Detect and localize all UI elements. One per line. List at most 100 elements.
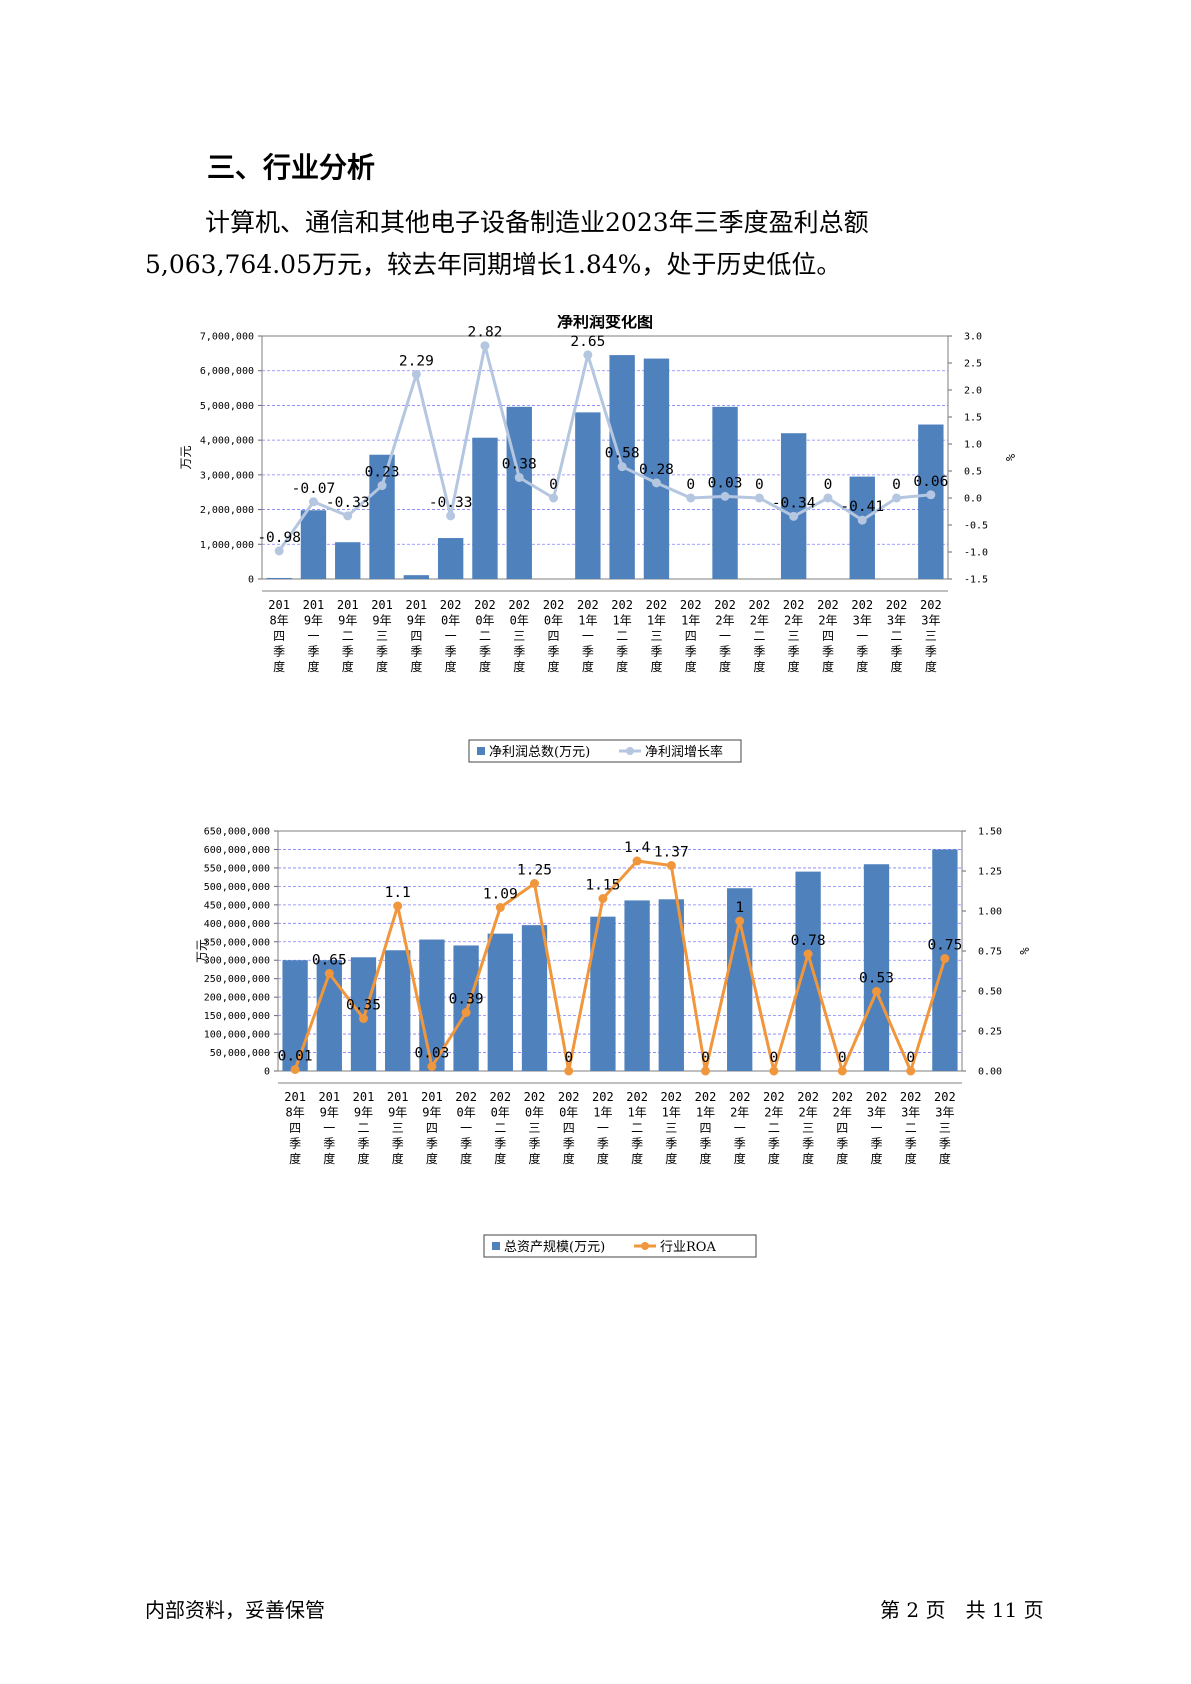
series-line: [293, 859, 947, 1073]
y2-tick-label: 1.50: [978, 827, 1002, 838]
data-label: 0.06: [913, 474, 948, 490]
section-heading: 三、行业分析: [207, 151, 376, 184]
x-tick-label: 202 0年四季度: [543, 598, 565, 674]
data-label: 0.53: [859, 971, 894, 987]
x-tick-label: 202 1年四季度: [695, 1090, 717, 1166]
x-tick-label: 202 2年三季度: [783, 598, 805, 674]
line-point: [598, 894, 608, 903]
y-axis-title: 万元: [179, 445, 193, 469]
legend-line-label: 净利润增长率: [645, 744, 723, 760]
x-tick-label: 202 2年二季度: [763, 1090, 785, 1166]
data-label: 0: [838, 1050, 847, 1066]
bar: [795, 871, 821, 1071]
y-axis-title: 万元: [195, 939, 209, 963]
data-label: -0.41: [840, 499, 884, 515]
x-tick-label: 201 9年四季度: [421, 1090, 443, 1166]
x-tick-label: 202 1年三季度: [646, 598, 668, 674]
y-tick-label: 150,000,000: [204, 1011, 270, 1022]
line-point: [632, 856, 642, 866]
x-tick-label: 202 1年二季度: [611, 598, 633, 674]
x-tick-label: 202 1年二季度: [626, 1090, 648, 1166]
y2-tick-label: 0.5: [964, 467, 982, 478]
x-tick-label: 201 9年一季度: [303, 598, 325, 674]
x-tick-label: 202 0年一季度: [455, 1090, 477, 1166]
bar: [403, 575, 430, 579]
data-label: 0.23: [365, 465, 400, 481]
data-label: 0.03: [414, 1046, 449, 1062]
data-label: 0.01: [278, 1049, 313, 1065]
data-label: 0.65: [312, 953, 347, 969]
y-tick-label: 500,000,000: [204, 882, 270, 893]
x-tick-label: 202 0年二季度: [474, 598, 496, 674]
y2-tick-label: 1.00: [978, 907, 1002, 918]
data-label: 2.65: [570, 334, 605, 350]
bar: [643, 358, 670, 579]
data-label: -0.33: [429, 495, 473, 511]
bar: [335, 542, 361, 579]
line-point: [290, 1065, 300, 1074]
y2-tick-label: 2.0: [964, 386, 982, 397]
legend-line-marker: [641, 1242, 649, 1250]
x-tick-label: 201 9年二季度: [353, 1090, 375, 1166]
data-label: 0: [755, 477, 764, 493]
bar: [575, 412, 601, 579]
y2-tick-label: -1.5: [964, 575, 988, 586]
y-tick-label: 2,000,000: [200, 505, 254, 516]
y2-tick-label: 0.50: [978, 987, 1002, 998]
bar: [780, 433, 807, 579]
bar: [300, 510, 327, 579]
line-point: [446, 511, 456, 521]
data-label: 0.38: [502, 456, 537, 472]
x-tick-label: 202 2年二季度: [749, 598, 771, 674]
data-label: 0: [906, 1050, 915, 1066]
bar: [521, 925, 548, 1071]
data-label: 0.35: [346, 998, 381, 1014]
line-point: [823, 493, 833, 503]
bar: [282, 960, 308, 1071]
bar: [506, 406, 532, 579]
data-label: 0: [701, 1050, 710, 1066]
y2-tick-label: -1.0: [964, 548, 988, 559]
x-tick-label: 202 2年四季度: [831, 1090, 853, 1166]
line-point: [926, 490, 936, 500]
data-label: 0: [564, 1050, 573, 1066]
data-label: 0.75: [927, 938, 962, 954]
y-tick-label: 6,000,000: [200, 366, 254, 377]
y-tick-label: 400,000,000: [204, 919, 270, 930]
series-line: [277, 344, 931, 552]
x-tick-label: 201 9年三季度: [387, 1090, 409, 1166]
y2-tick-label: 0.00: [978, 1067, 1002, 1078]
data-label: -0.07: [292, 481, 336, 497]
data-label: 0: [770, 1050, 779, 1066]
x-tick-label: 202 2年一季度: [714, 598, 736, 674]
data-label: 1.25: [517, 863, 552, 879]
line-point: [789, 511, 799, 521]
x-tick-label: 201 8年四季度: [284, 1090, 306, 1166]
analysis-paragraph: 计算机、通信和其他电子设备制造业2023年三季度盈利总额 5,063,764.0…: [145, 202, 1045, 286]
line-point: [393, 901, 403, 911]
line-point: [940, 954, 950, 963]
x-tick-label: 202 2年三季度: [797, 1090, 819, 1166]
line-point: [837, 1066, 847, 1076]
line-point: [377, 481, 387, 491]
y-tick-label: 450,000,000: [204, 900, 270, 911]
x-tick-label: 202 3年一季度: [851, 598, 873, 674]
line-point: [720, 491, 730, 501]
legend-line-marker: [626, 747, 634, 755]
data-label: 0.03: [708, 475, 743, 491]
line-point: [583, 350, 593, 360]
x-tick-label: 202 0年四季度: [558, 1090, 580, 1166]
bar: [918, 424, 944, 579]
data-label: 1: [735, 900, 744, 916]
x-tick-label: 202 3年三季度: [934, 1090, 956, 1166]
legend-bar-swatch: [477, 747, 485, 755]
x-tick-label: 202 3年一季度: [866, 1090, 888, 1166]
data-label: 1.4: [624, 840, 650, 856]
data-label: 1.09: [483, 887, 518, 903]
x-tick-label: 201 8年四季度: [268, 598, 290, 674]
line-point: [324, 969, 334, 978]
x-tick-label: 201 9年一季度: [318, 1090, 340, 1166]
line-point: [564, 1066, 574, 1076]
y-tick-label: 7,000,000: [200, 332, 254, 343]
data-label: 2.29: [399, 353, 434, 369]
